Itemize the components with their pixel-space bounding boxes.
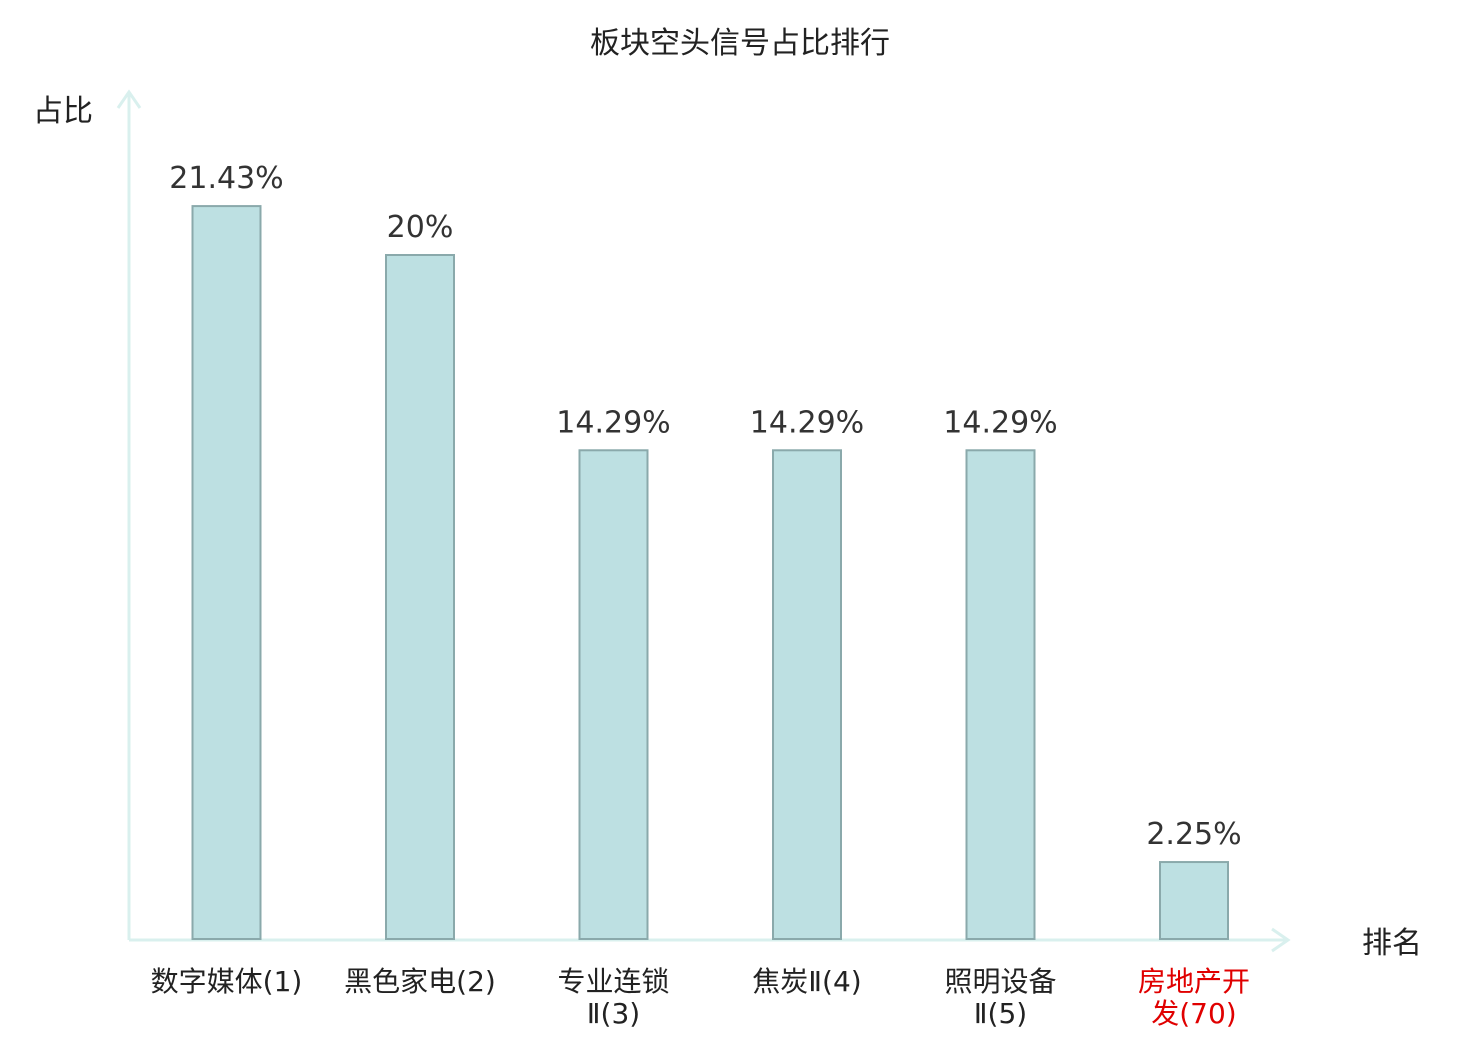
value-label-6: 2.25% <box>1146 817 1241 852</box>
chart-title: 板块空头信号占比排行 <box>590 26 890 61</box>
value-label-5: 14.29% <box>943 405 1057 440</box>
bar-1 <box>191 205 262 940</box>
bars-group <box>191 205 1229 940</box>
category-label-2: 黑色家电(2) <box>320 966 520 998</box>
category-label-line: 发(70) <box>1151 997 1237 1030</box>
category-label-line: 焦炭Ⅱ(4) <box>752 965 862 998</box>
category-label-line: 房地产开 <box>1137 965 1250 998</box>
value-label-2: 20% <box>387 210 454 245</box>
y-axis-label: 占比 <box>33 94 93 129</box>
category-label-4: 焦炭Ⅱ(4) <box>707 966 907 998</box>
x-axis-label: 排名 <box>1362 926 1422 961</box>
bar-4 <box>772 449 842 940</box>
bar-6 <box>1159 861 1229 940</box>
category-label-line: 黑色家电(2) <box>344 965 496 998</box>
category-label-line: 专业连锁 <box>557 965 670 998</box>
value-label-3: 14.29% <box>556 405 670 440</box>
category-label-line: Ⅱ(3) <box>586 997 641 1030</box>
x-axis-arrow <box>1271 927 1291 953</box>
value-label-4: 14.29% <box>750 405 864 440</box>
category-label-1: 数字媒体(1) <box>127 966 327 998</box>
category-label-line: Ⅱ(5) <box>973 997 1028 1030</box>
bar-3 <box>578 449 649 940</box>
value-label-1: 21.43% <box>169 161 283 196</box>
category-label-5: 照明设备 Ⅱ(5) <box>901 966 1101 1030</box>
category-label-6: 房地产开 发(70) <box>1094 966 1294 1030</box>
category-label-3: 专业连锁 Ⅱ(3) <box>514 966 714 1030</box>
y-axis-arrow <box>116 89 142 109</box>
value-labels-group: 21.43% 20% 14.29% 14.29% 14.29% 2.25% <box>169 161 1241 852</box>
bar-5 <box>965 449 1036 940</box>
category-label-line: 照明设备 <box>944 965 1057 998</box>
bar-2 <box>385 254 455 940</box>
category-label-line: 数字媒体(1) <box>150 965 303 998</box>
